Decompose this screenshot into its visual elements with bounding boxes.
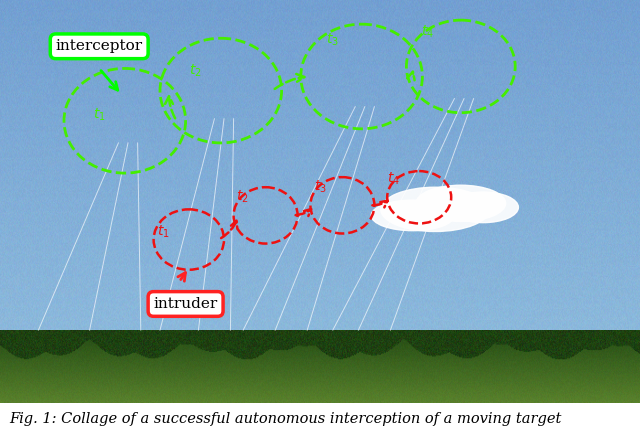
Text: $t_4$: $t_4$ [387,171,400,187]
Text: Fig. 1: Collage of a successful autonomous interception of a moving target: Fig. 1: Collage of a successful autonomo… [10,412,562,426]
Text: intruder: intruder [154,297,218,311]
Ellipse shape [371,200,454,231]
Text: $t_3$: $t_3$ [326,32,339,48]
Text: $t_2$: $t_2$ [236,189,248,205]
Text: interceptor: interceptor [56,39,143,53]
Ellipse shape [448,192,518,223]
Text: $t_4$: $t_4$ [421,24,434,40]
Text: $t_2$: $t_2$ [189,62,202,79]
Ellipse shape [381,187,490,231]
Text: $t_1$: $t_1$ [93,106,106,123]
Text: $t_1$: $t_1$ [157,223,170,240]
Text: $t_3$: $t_3$ [314,179,326,195]
Ellipse shape [416,185,506,221]
